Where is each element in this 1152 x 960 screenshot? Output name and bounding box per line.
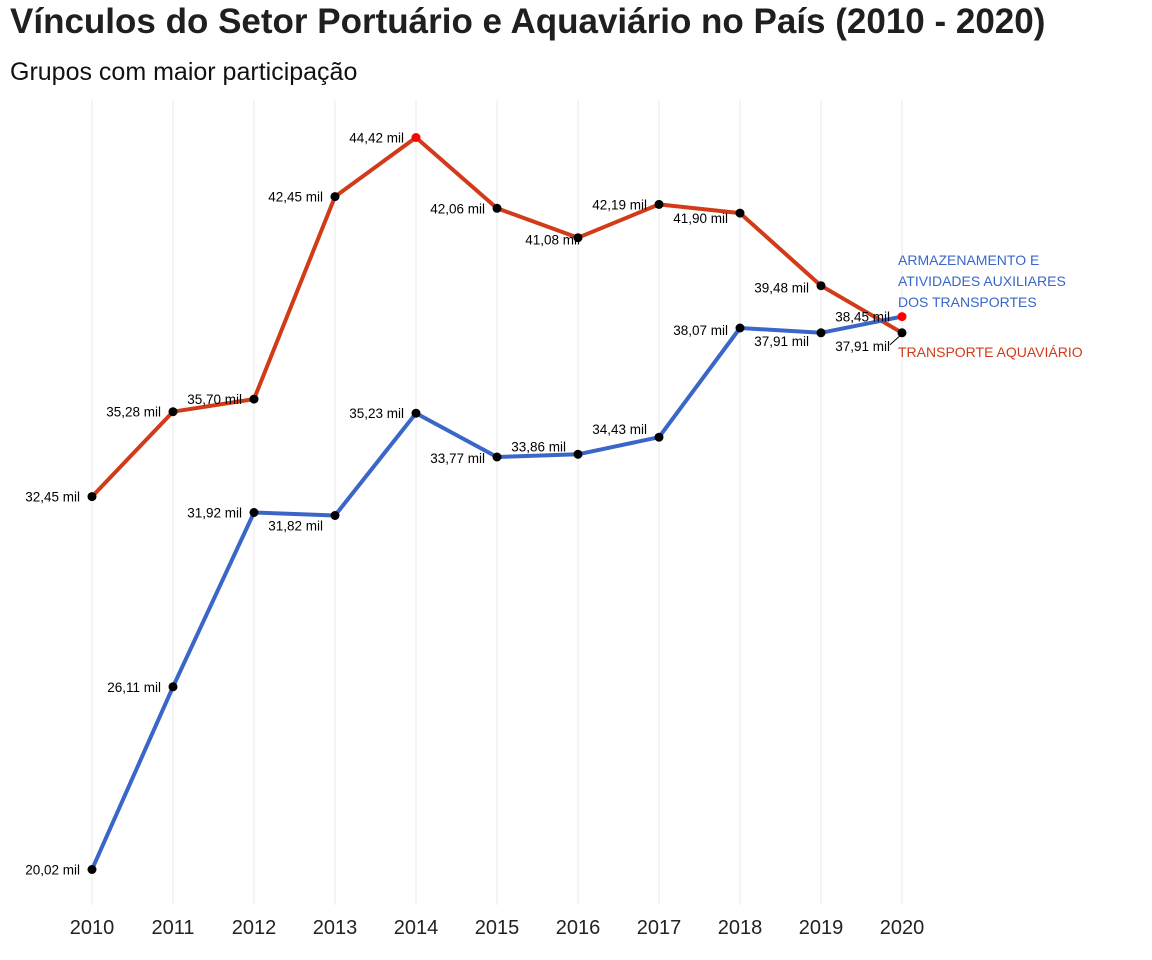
series-name-armazenamento-line-3: DOS TRANSPORTES <box>898 294 1037 310</box>
data-label-transporte-2015: 42,06 mil <box>430 201 485 216</box>
data-label-armazenamento-2020: 38,45 mil <box>835 310 890 325</box>
data-label-transporte-2013: 42,45 mil <box>268 190 323 205</box>
data-label-transporte-2016: 41,08 mil <box>525 233 580 248</box>
x-axis: 2010 2011 2012 2013 2014 2015 2016 2017 2018 2019… <box>70 917 925 939</box>
x-tick-label-2011: 2011 <box>151 917 194 939</box>
data-label-armazenamento-2014: 35,23 mil <box>349 406 404 421</box>
data-label-armazenamento-2013: 31,82 mil <box>268 519 323 534</box>
data-point-transporte-2018 <box>735 208 745 218</box>
x-tick-label-2016: 2016 <box>556 917 601 939</box>
grid-lines <box>91 100 903 905</box>
data-point-armazenamento-2014 <box>411 408 421 418</box>
x-tick-label-2013: 2013 <box>313 917 358 939</box>
data-point-armazenamento-2019 <box>816 328 826 338</box>
data-label-armazenamento-2019: 37,91 mil <box>754 334 809 349</box>
label-connector <box>889 335 901 346</box>
data-point-armazenamento-2013 <box>330 511 340 520</box>
data-point-armazenamento-2015 <box>492 452 502 462</box>
data-point-transporte-2011 <box>168 407 178 417</box>
data-label-armazenamento-2011: 26,11 mil <box>107 680 161 695</box>
data-label-armazenamento-2015: 33,77 mil <box>430 451 485 466</box>
data-point-transporte-2014 <box>411 133 421 142</box>
data-point-transporte-2016 <box>573 233 583 243</box>
data-label-transporte-2012: 35,70 mil <box>187 392 242 407</box>
data-label-transporte-2020: 37,91 mil <box>835 339 890 354</box>
data-label-armazenamento-2016: 33,86 mil <box>511 439 566 454</box>
chart-subtitle: Grupos com maior participação <box>10 58 358 86</box>
data-label-transporte-2018: 41,90 mil <box>673 211 728 226</box>
series-name-armazenamento-line-2: ATIVIDADES AUXILIARES <box>898 273 1066 289</box>
data-point-armazenamento-2018 <box>735 323 745 333</box>
data-point-transporte-2012 <box>249 394 259 404</box>
data-point-transporte-2020 <box>897 328 907 338</box>
chart-title: Vínculos do Setor Portuário e Aquaviário… <box>10 2 1046 41</box>
data-point-armazenamento-2012 <box>249 508 259 517</box>
data-point-transporte-2017 <box>654 199 664 209</box>
x-tick-label-2012: 2012 <box>232 917 277 939</box>
x-tick-label-2015: 2015 <box>475 917 520 939</box>
x-tick-label-2014: 2014 <box>394 917 439 939</box>
data-label-transporte-2017: 42,19 mil <box>592 197 647 212</box>
data-point-armazenamento-2017 <box>654 432 664 442</box>
data-label-armazenamento-2017: 34,43 mil <box>592 422 647 437</box>
data-points <box>87 133 907 874</box>
data-point-transporte-2010 <box>87 492 97 502</box>
data-label-transporte-2019: 39,48 mil <box>754 281 809 296</box>
series-name-labels: ARMAZENAMENTO E ATIVIDADES AUXILIARES DOS … <box>898 252 1083 360</box>
data-point-transporte-2019 <box>816 281 826 291</box>
series-name-transporte: TRANSPORTE AQUAVIÁRIO <box>898 344 1083 360</box>
data-point-armazenamento-2020 <box>897 312 907 322</box>
data-point-armazenamento-2011 <box>168 682 178 692</box>
x-tick-label-2017: 2017 <box>637 917 682 939</box>
data-label-armazenamento-2018: 38,07 mil <box>673 323 728 338</box>
x-tick-label-2018: 2018 <box>718 917 763 939</box>
x-tick-label-2010: 2010 <box>70 917 115 939</box>
data-point-transporte-2015 <box>492 203 502 213</box>
data-point-armazenamento-2010 <box>87 865 97 874</box>
data-label-transporte-2010: 32,45 mil <box>25 490 80 505</box>
x-tick-label-2020: 2020 <box>880 917 925 939</box>
x-tick-label-2019: 2019 <box>799 917 844 939</box>
series-name-armazenamento-line-1: ARMAZENAMENTO E <box>898 252 1039 268</box>
data-label-armazenamento-2012: 31,92 mil <box>187 506 242 521</box>
data-point-transporte-2013 <box>330 192 340 202</box>
data-label-transporte-2014: 44,42 mil <box>349 131 404 146</box>
data-label-armazenamento-2010: 20,02 mil <box>25 863 80 878</box>
data-labels: 32,45 mil 35,28 mil 35,70 mil 42,45 mil 44,4… <box>25 131 901 878</box>
data-label-transporte-2011: 35,28 mil <box>106 405 161 420</box>
data-point-armazenamento-2016 <box>573 449 583 459</box>
